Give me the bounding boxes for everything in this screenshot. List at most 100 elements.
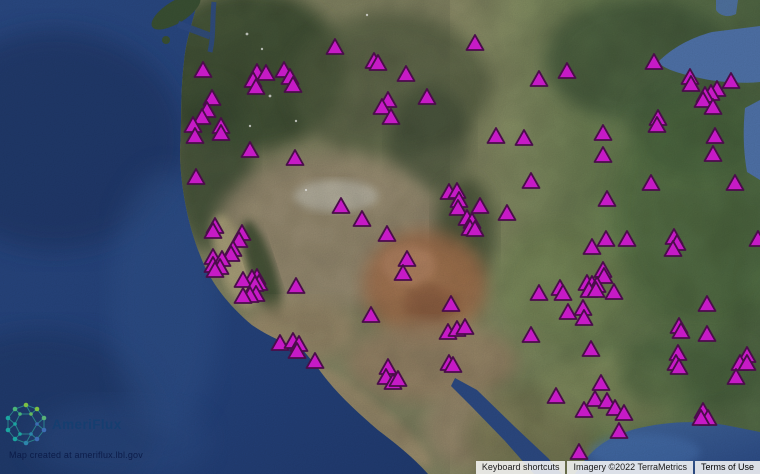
site-marker[interactable] <box>368 54 388 71</box>
site-marker[interactable] <box>529 70 549 87</box>
site-marker[interactable] <box>705 127 725 144</box>
map-attribution-bar: Keyboard shortcuts Imagery ©2022 TerraMe… <box>475 461 760 474</box>
site-marker[interactable] <box>465 34 485 51</box>
site-marker[interactable] <box>287 342 307 359</box>
site-marker[interactable] <box>417 88 437 105</box>
site-marker[interactable] <box>361 306 381 323</box>
site-marker[interactable] <box>202 89 222 106</box>
site-marker[interactable] <box>721 72 741 89</box>
site-marker[interactable] <box>605 399 625 416</box>
site-marker[interactable] <box>285 149 305 166</box>
site-marker[interactable] <box>283 76 303 93</box>
site-marker[interactable] <box>397 250 417 267</box>
site-marker[interactable] <box>691 409 711 426</box>
site-marker[interactable] <box>246 78 266 95</box>
site-marker[interactable] <box>681 75 701 92</box>
site-marker[interactable] <box>546 387 566 404</box>
site-marker[interactable] <box>372 98 392 115</box>
site-marker[interactable] <box>582 238 602 255</box>
site-marker[interactable] <box>331 197 351 214</box>
site-marker[interactable] <box>558 303 578 320</box>
site-marker[interactable] <box>697 295 717 312</box>
map-watermark-text: Map created at ameriflux.lbl.gov <box>9 450 143 460</box>
site-marker[interactable] <box>352 210 372 227</box>
site-marker[interactable] <box>597 392 617 409</box>
site-marker[interactable] <box>569 443 589 460</box>
ameriflux-overlay: AmeriFlux Map created at ameriflux.lbl.g… <box>3 401 143 460</box>
site-marker[interactable] <box>205 261 225 278</box>
site-marker[interactable] <box>305 352 325 369</box>
site-marker[interactable] <box>647 116 667 133</box>
site-marker[interactable] <box>586 281 606 298</box>
site-marker[interactable] <box>211 124 231 141</box>
site-marker[interactable] <box>591 374 611 391</box>
site-marker[interactable] <box>443 356 463 373</box>
site-marker[interactable] <box>529 284 549 301</box>
site-marker[interactable] <box>470 197 490 214</box>
site-marker[interactable] <box>644 53 664 70</box>
site-marker[interactable] <box>597 190 617 207</box>
site-marker[interactable] <box>697 325 717 342</box>
site-marker[interactable] <box>233 287 253 304</box>
site-marker[interactable] <box>725 174 745 191</box>
site-marker[interactable] <box>393 264 413 281</box>
site-marker[interactable] <box>617 230 637 247</box>
site-marker[interactable] <box>514 129 534 146</box>
site-marker[interactable] <box>388 370 408 387</box>
imagery-attribution-label: Imagery ©2022 TerraMetrics <box>567 461 693 474</box>
site-marker[interactable] <box>726 368 746 385</box>
site-marker[interactable] <box>596 230 616 247</box>
site-marker[interactable] <box>641 174 661 191</box>
site-marker[interactable] <box>396 65 416 82</box>
site-marker[interactable] <box>604 283 624 300</box>
site-marker[interactable] <box>221 245 241 262</box>
site-marker[interactable] <box>270 334 290 351</box>
ameriflux-network-logo <box>5 402 47 446</box>
ameriflux-logo-text: AmeriFlux <box>52 416 122 432</box>
site-marker[interactable] <box>192 108 212 125</box>
site-marker[interactable] <box>585 390 605 407</box>
site-marker[interactable] <box>693 91 713 108</box>
site-marker[interactable] <box>186 168 206 185</box>
site-marker[interactable] <box>521 326 541 343</box>
site-marker[interactable] <box>737 354 757 371</box>
site-marker[interactable] <box>553 284 573 301</box>
site-marker[interactable] <box>593 124 613 141</box>
site-marker[interactable] <box>703 98 723 115</box>
site-marker[interactable] <box>557 62 577 79</box>
site-marker[interactable] <box>486 127 506 144</box>
site-marker[interactable] <box>256 64 276 81</box>
site-marker[interactable] <box>377 225 397 242</box>
site-marker[interactable] <box>521 172 541 189</box>
site-marker[interactable] <box>240 141 260 158</box>
site-marker[interactable] <box>193 61 213 78</box>
site-marker[interactable] <box>614 404 634 421</box>
site-marker[interactable] <box>703 145 723 162</box>
site-marker[interactable] <box>663 240 683 257</box>
site-marker[interactable] <box>455 318 475 335</box>
terms-of-use-link[interactable]: Terms of Use <box>694 461 760 474</box>
site-marker[interactable] <box>185 127 205 144</box>
site-marker[interactable] <box>669 358 689 375</box>
site-marker[interactable] <box>448 199 468 216</box>
keyboard-shortcuts-button[interactable]: Keyboard shortcuts <box>475 461 566 474</box>
site-marker[interactable] <box>574 401 594 418</box>
site-marker[interactable] <box>286 277 306 294</box>
site-marker[interactable] <box>325 38 345 55</box>
site-marker[interactable] <box>233 271 253 288</box>
site-marker[interactable] <box>609 422 629 439</box>
site-marker[interactable] <box>574 309 594 326</box>
site-marker[interactable] <box>581 340 601 357</box>
site-marker[interactable] <box>465 220 485 237</box>
site-marker[interactable] <box>497 204 517 221</box>
site-marker[interactable] <box>381 108 401 125</box>
site-markers-layer <box>183 34 760 460</box>
site-marker[interactable] <box>748 230 760 247</box>
site-marker[interactable] <box>593 146 613 163</box>
site-marker[interactable] <box>594 267 614 284</box>
site-marker[interactable] <box>441 295 461 312</box>
site-marker[interactable] <box>203 222 223 239</box>
site-marker[interactable] <box>671 322 691 339</box>
